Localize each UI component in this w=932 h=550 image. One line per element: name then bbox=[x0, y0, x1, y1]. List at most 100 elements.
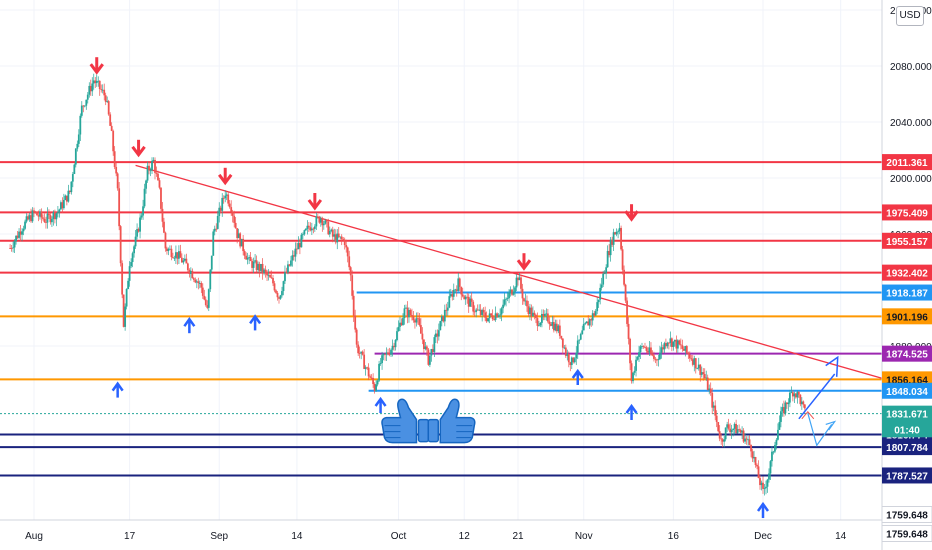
candle-body bbox=[575, 352, 578, 359]
candle-body bbox=[800, 401, 803, 405]
candle-body bbox=[699, 364, 702, 375]
candle-body bbox=[142, 206, 144, 216]
candle-body bbox=[506, 298, 509, 300]
candle-body bbox=[463, 296, 466, 300]
candle-body bbox=[548, 321, 551, 325]
candle-body bbox=[527, 306, 530, 314]
candle-body bbox=[49, 215, 52, 223]
level-label-bg bbox=[882, 345, 932, 362]
candle-body bbox=[296, 248, 298, 250]
candle-body bbox=[200, 282, 203, 288]
candle-body bbox=[352, 295, 355, 316]
candle-body bbox=[765, 486, 767, 489]
candle-body bbox=[376, 380, 379, 385]
candle-body bbox=[421, 333, 424, 340]
candle-body bbox=[609, 239, 612, 256]
candle-body bbox=[676, 340, 679, 349]
candle-body bbox=[137, 229, 140, 232]
candle-body bbox=[482, 309, 485, 313]
candle-body bbox=[248, 256, 251, 258]
candle-body bbox=[603, 273, 606, 275]
level-label: 1955.157 bbox=[886, 237, 928, 248]
candle-body bbox=[70, 181, 73, 193]
candle-body bbox=[384, 353, 386, 355]
candle-body bbox=[201, 287, 204, 296]
thumb-hand bbox=[439, 398, 476, 444]
candle-body bbox=[600, 284, 603, 288]
candle-body bbox=[796, 391, 799, 398]
down-arrow-head bbox=[307, 199, 323, 211]
candle-body bbox=[514, 287, 516, 292]
candle-body bbox=[630, 363, 633, 382]
candle-body bbox=[234, 222, 237, 229]
candle-body bbox=[180, 257, 183, 263]
candle-body bbox=[39, 211, 41, 217]
candle-body bbox=[388, 353, 391, 355]
candle-body bbox=[451, 294, 454, 297]
candle-body bbox=[128, 266, 131, 281]
candle-body bbox=[131, 253, 134, 263]
candle-body bbox=[691, 359, 694, 365]
candle-body bbox=[417, 318, 419, 320]
candle-body bbox=[473, 311, 476, 313]
level-label: 1848.034 bbox=[886, 387, 928, 398]
candle-body bbox=[578, 339, 581, 341]
candle-body bbox=[455, 289, 458, 291]
candle-body bbox=[545, 313, 548, 315]
candle-body bbox=[31, 210, 34, 222]
candle-body bbox=[276, 292, 279, 298]
level-label-bg bbox=[882, 382, 932, 399]
candle-body bbox=[653, 355, 655, 359]
candle-body bbox=[703, 374, 706, 379]
candle-body bbox=[693, 358, 696, 365]
candle-body bbox=[431, 349, 434, 352]
candle-body bbox=[654, 358, 657, 360]
down-arrow-icon bbox=[89, 57, 104, 75]
candle-body bbox=[629, 338, 631, 364]
level-label: 1932.402 bbox=[886, 269, 928, 280]
down-arrow-icon bbox=[218, 167, 233, 186]
candle-body bbox=[397, 326, 400, 332]
candle-body bbox=[251, 261, 254, 268]
candle-body bbox=[185, 258, 188, 264]
candle-body bbox=[76, 143, 79, 149]
candle-body bbox=[303, 230, 306, 235]
candle-body bbox=[521, 288, 524, 299]
candle-body bbox=[290, 260, 292, 266]
x-tick-label: 17 bbox=[124, 531, 136, 542]
candle-body bbox=[470, 298, 473, 302]
candle-body bbox=[696, 368, 699, 370]
candle-body bbox=[420, 325, 422, 334]
projection-small-mark bbox=[801, 411, 815, 420]
candle-body bbox=[481, 309, 484, 315]
price-label: 1759.648 bbox=[886, 510, 928, 521]
candle-body bbox=[45, 222, 47, 223]
price-label: 1831.671 bbox=[886, 410, 928, 421]
thumbs-up-icon bbox=[427, 398, 476, 444]
candle-body bbox=[215, 228, 218, 230]
candle-body bbox=[518, 277, 521, 281]
candle-body bbox=[493, 318, 496, 320]
candle-body bbox=[169, 248, 171, 250]
candle-body bbox=[532, 312, 534, 317]
candle-body bbox=[659, 352, 661, 360]
candle-body bbox=[797, 391, 800, 395]
candle-body bbox=[754, 456, 757, 465]
candle-body bbox=[346, 247, 349, 257]
candle-body bbox=[166, 248, 168, 252]
candle-body bbox=[744, 438, 746, 442]
candle-body bbox=[543, 313, 546, 317]
currency-badge[interactable]: USD bbox=[896, 6, 924, 26]
candle-body bbox=[19, 231, 22, 235]
candle-body bbox=[233, 215, 236, 223]
candle-body bbox=[312, 228, 315, 230]
down-arrow-head bbox=[131, 145, 146, 158]
candle-body bbox=[667, 342, 670, 344]
candle-body bbox=[16, 235, 19, 238]
candle-body bbox=[155, 172, 158, 174]
candle-body bbox=[210, 255, 213, 270]
candle-body bbox=[732, 428, 735, 431]
down-arrow-icon bbox=[516, 253, 532, 271]
axes bbox=[0, 0, 883, 550]
